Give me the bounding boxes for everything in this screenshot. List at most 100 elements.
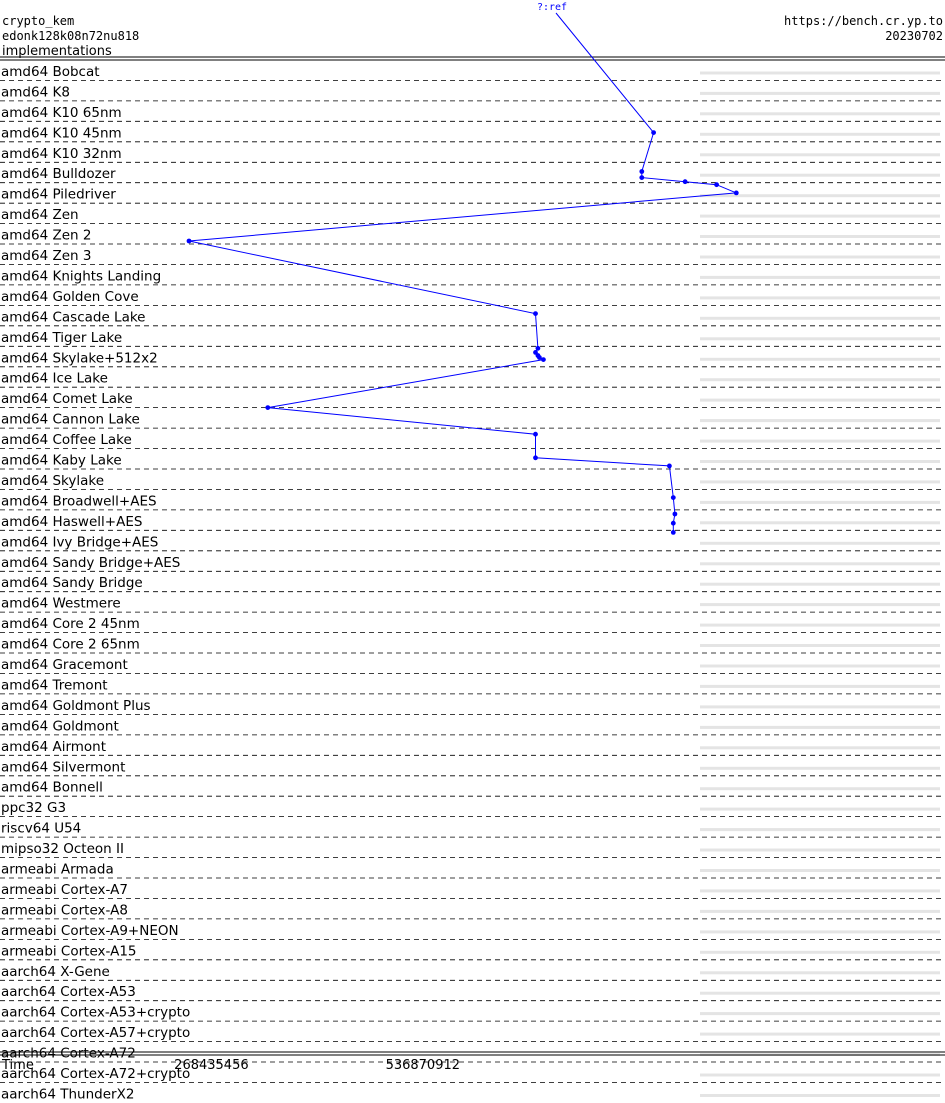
machine-detail-strip [700, 357, 940, 361]
category-label: aarch64 X-Gene [1, 964, 110, 980]
machine-detail-strip [700, 1032, 940, 1036]
data-point[interactable] [186, 238, 192, 244]
series-line [188, 12, 737, 533]
category-label: armeabi Cortex-A9+NEON [1, 923, 179, 939]
implementations-link[interactable]: implementations [2, 44, 112, 59]
machine-detail-strip [700, 603, 940, 607]
data-point[interactable] [714, 182, 719, 188]
category-label: aarch64 Cortex-A72 [1, 1046, 136, 1062]
x-axis-ticks: 268435456 536870912 [174, 1058, 460, 1073]
machine-detail-strip [700, 930, 940, 934]
category-label: amd64 K10 32nm [1, 146, 122, 162]
data-point[interactable] [639, 175, 645, 181]
data-point[interactable] [639, 169, 645, 174]
category-label: amd64 Skylake [1, 473, 104, 489]
machine-detail-strip [700, 194, 940, 198]
category-label: armeabi Armada [1, 862, 114, 878]
machine-detail-strip [700, 153, 940, 157]
category-label: aarch64 Cortex-A57+crypto [1, 1025, 190, 1041]
category-label: amd64 Sandy Bridge+AES [1, 555, 180, 571]
category-label: amd64 Knights Landing [1, 268, 161, 284]
category-label: amd64 K10 65nm [1, 105, 122, 121]
benchmark-date: 20230702 [885, 29, 943, 43]
machine-detail-strip [700, 214, 940, 218]
machine-detail-strip [700, 909, 940, 913]
category-label: aarch64 Cortex-A53+crypto [1, 1005, 190, 1021]
category-label: aarch64 Cortex-A53 [1, 984, 136, 1000]
data-point[interactable] [265, 405, 271, 410]
category-label: amd64 Gracemont [1, 657, 128, 673]
machine-detail-strip [700, 337, 940, 341]
x-tick-label: 536870912 [386, 1058, 460, 1073]
data-point[interactable] [651, 130, 656, 136]
machine-detail-strip [700, 275, 940, 279]
machine-detail-strip [700, 460, 940, 463]
x-tick-label: 268435456 [174, 1058, 248, 1073]
machine-detail-strip [700, 787, 940, 791]
machine-detail-strip [700, 1094, 940, 1097]
data-point[interactable] [672, 511, 678, 517]
data-point[interactable] [667, 463, 672, 469]
source-url[interactable]: https://bench.cr.yp.to [784, 14, 943, 28]
machine-detail-strip [700, 419, 940, 423]
x-axis-label: Time [1, 1058, 34, 1073]
machine-detail-strip [700, 562, 940, 566]
implementation-name: edonk128k08n72nu818 [2, 29, 139, 43]
category-label: amd64 Skylake+512x2 [1, 350, 158, 366]
category-label: amd64 Zen 3 [1, 248, 91, 264]
machine-detail-strip [700, 623, 940, 627]
data-point[interactable] [733, 190, 739, 196]
category-label: amd64 Kaby Lake [1, 453, 122, 469]
category-label: amd64 K8 [1, 84, 70, 100]
machine-detail-strip [700, 582, 940, 586]
machine-detail-strip [700, 439, 940, 443]
category-label: amd64 Airmont [1, 739, 106, 755]
data-point[interactable] [533, 311, 538, 316]
category-label: amd64 Zen [1, 207, 79, 223]
machine-detail-strip [700, 541, 940, 545]
data-point[interactable] [541, 357, 546, 362]
machine-detail-strip [700, 500, 940, 504]
machine-detail-strip [700, 664, 940, 668]
category-label: amd64 Golden Cove [1, 289, 139, 305]
category-label: amd64 Comet Lake [1, 391, 133, 407]
data-point[interactable] [670, 495, 676, 500]
machine-detail-strip [700, 971, 940, 975]
machine-detail-strip [700, 766, 940, 770]
machine-detail-strip [700, 480, 940, 484]
machine-detail-strip [700, 255, 940, 259]
data-point[interactable] [682, 179, 688, 185]
data-point[interactable] [670, 530, 676, 535]
machine-detail-strip [700, 71, 940, 75]
data-point[interactable] [535, 345, 541, 351]
category-label: amd64 Broadwell+AES [1, 493, 157, 509]
category-label: armeabi Cortex-A7 [1, 882, 128, 898]
data-point[interactable] [533, 455, 538, 461]
category-label: amd64 Goldmont Plus [1, 698, 151, 714]
data-point[interactable] [533, 431, 538, 437]
category-label: aarch64 ThunderX2 [1, 1087, 134, 1103]
category-label: amd64 Ivy Bridge+AES [1, 534, 158, 550]
data-point[interactable] [537, 355, 542, 360]
machine-detail-strip [700, 725, 940, 729]
machine-detail-strip [700, 869, 940, 872]
machine-detail-strip [700, 91, 940, 95]
category-label: amd64 Coffee Lake [1, 432, 132, 448]
category-label: amd64 Ice Lake [1, 371, 108, 387]
machine-detail-strip [700, 848, 940, 852]
category-label: amd64 Core 2 65nm [1, 637, 140, 653]
ref-annotation[interactable]: ?:ref [537, 2, 567, 13]
category-label: amd64 Bonnell [1, 780, 103, 796]
data-point[interactable] [670, 520, 676, 526]
machine-detail-strip [700, 828, 940, 832]
category-label: riscv64 U54 [1, 821, 81, 837]
machine-detail-strip [700, 1012, 940, 1016]
machine-detail-strip [700, 398, 940, 402]
category-label: amd64 Cascade Lake [1, 309, 146, 325]
machine-detail-strip [700, 173, 940, 177]
category-label: amd64 Silvermont [1, 759, 125, 775]
category-label: amd64 Haswell+AES [1, 514, 142, 530]
machine-detail-strip [700, 746, 940, 750]
category-label: amd64 Bulldozer [1, 166, 116, 182]
